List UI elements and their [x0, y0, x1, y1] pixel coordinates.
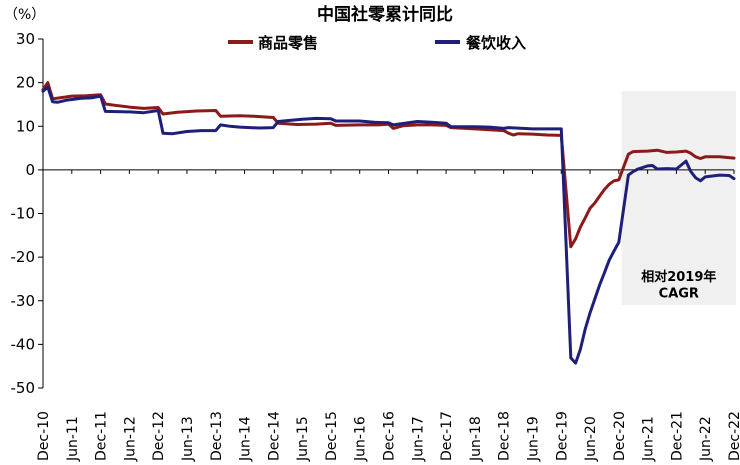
x-tick-label: Dec-22 — [727, 411, 740, 461]
x-tick-label: Dec-10 — [36, 411, 52, 461]
x-tick-label: Jun-14 — [238, 416, 254, 462]
x-tick-label: Dec-19 — [554, 411, 570, 461]
x-tick-label: Dec-20 — [612, 411, 628, 461]
x-tick-label: Dec-11 — [94, 411, 110, 461]
x-tick-label: Dec-15 — [324, 411, 340, 461]
x-tick-label: Dec-21 — [669, 411, 685, 461]
x-tick-label: Dec-17 — [439, 411, 455, 461]
legend: 商品零售 餐饮收入 — [228, 34, 526, 52]
y-axis-unit-label: （%） — [4, 7, 45, 23]
y-tick-label: 0 — [25, 161, 35, 179]
cagr-shaded-region — [621, 91, 736, 306]
x-tick-label: Jun-12 — [122, 416, 138, 462]
series-line-catering — [41, 85, 736, 365]
x-tick-label: Jun-16 — [353, 416, 369, 462]
y-tick-label: 10 — [16, 117, 35, 135]
x-tick-label: Jun-21 — [641, 416, 657, 462]
x-tick-label: Jun-18 — [468, 416, 484, 462]
x-tick-label: Dec-16 — [382, 411, 398, 461]
x-tick-label: Jun-20 — [583, 416, 599, 462]
series-lines — [41, 81, 736, 365]
y-tick-label: -40 — [11, 335, 36, 353]
y-tick-label: -50 — [11, 379, 36, 397]
x-tick-label: Jun-19 — [525, 416, 541, 462]
y-tick-label: -20 — [11, 248, 36, 266]
x-tick-label: Dec-14 — [266, 411, 282, 461]
chart-title: 中国社零累计同比 — [317, 4, 453, 25]
x-tick-label: Dec-12 — [151, 411, 167, 461]
legend-label-retail: 商品零售 — [258, 34, 318, 52]
x-tick-label: Jun-13 — [180, 416, 196, 462]
x-tick-label: Jun-22 — [698, 416, 714, 462]
x-tick-label: Jun-15 — [295, 416, 311, 462]
x-tick-label: Dec-18 — [497, 411, 513, 461]
y-tick-label: -30 — [11, 292, 36, 310]
cagr-annotation-line2: CAGR — [659, 286, 699, 301]
cagr-annotation-line1: 相对2019年 — [641, 269, 716, 285]
y-tick-label: 30 — [16, 30, 35, 48]
legend-label-catering: 餐饮收入 — [466, 34, 526, 52]
x-tick-label: Dec-13 — [209, 411, 225, 461]
y-tick-label: -10 — [11, 205, 36, 223]
x-tick-label: Jun-11 — [65, 416, 81, 462]
y-tick-label: 20 — [16, 74, 35, 92]
x-tick-label: Jun-17 — [410, 416, 426, 462]
